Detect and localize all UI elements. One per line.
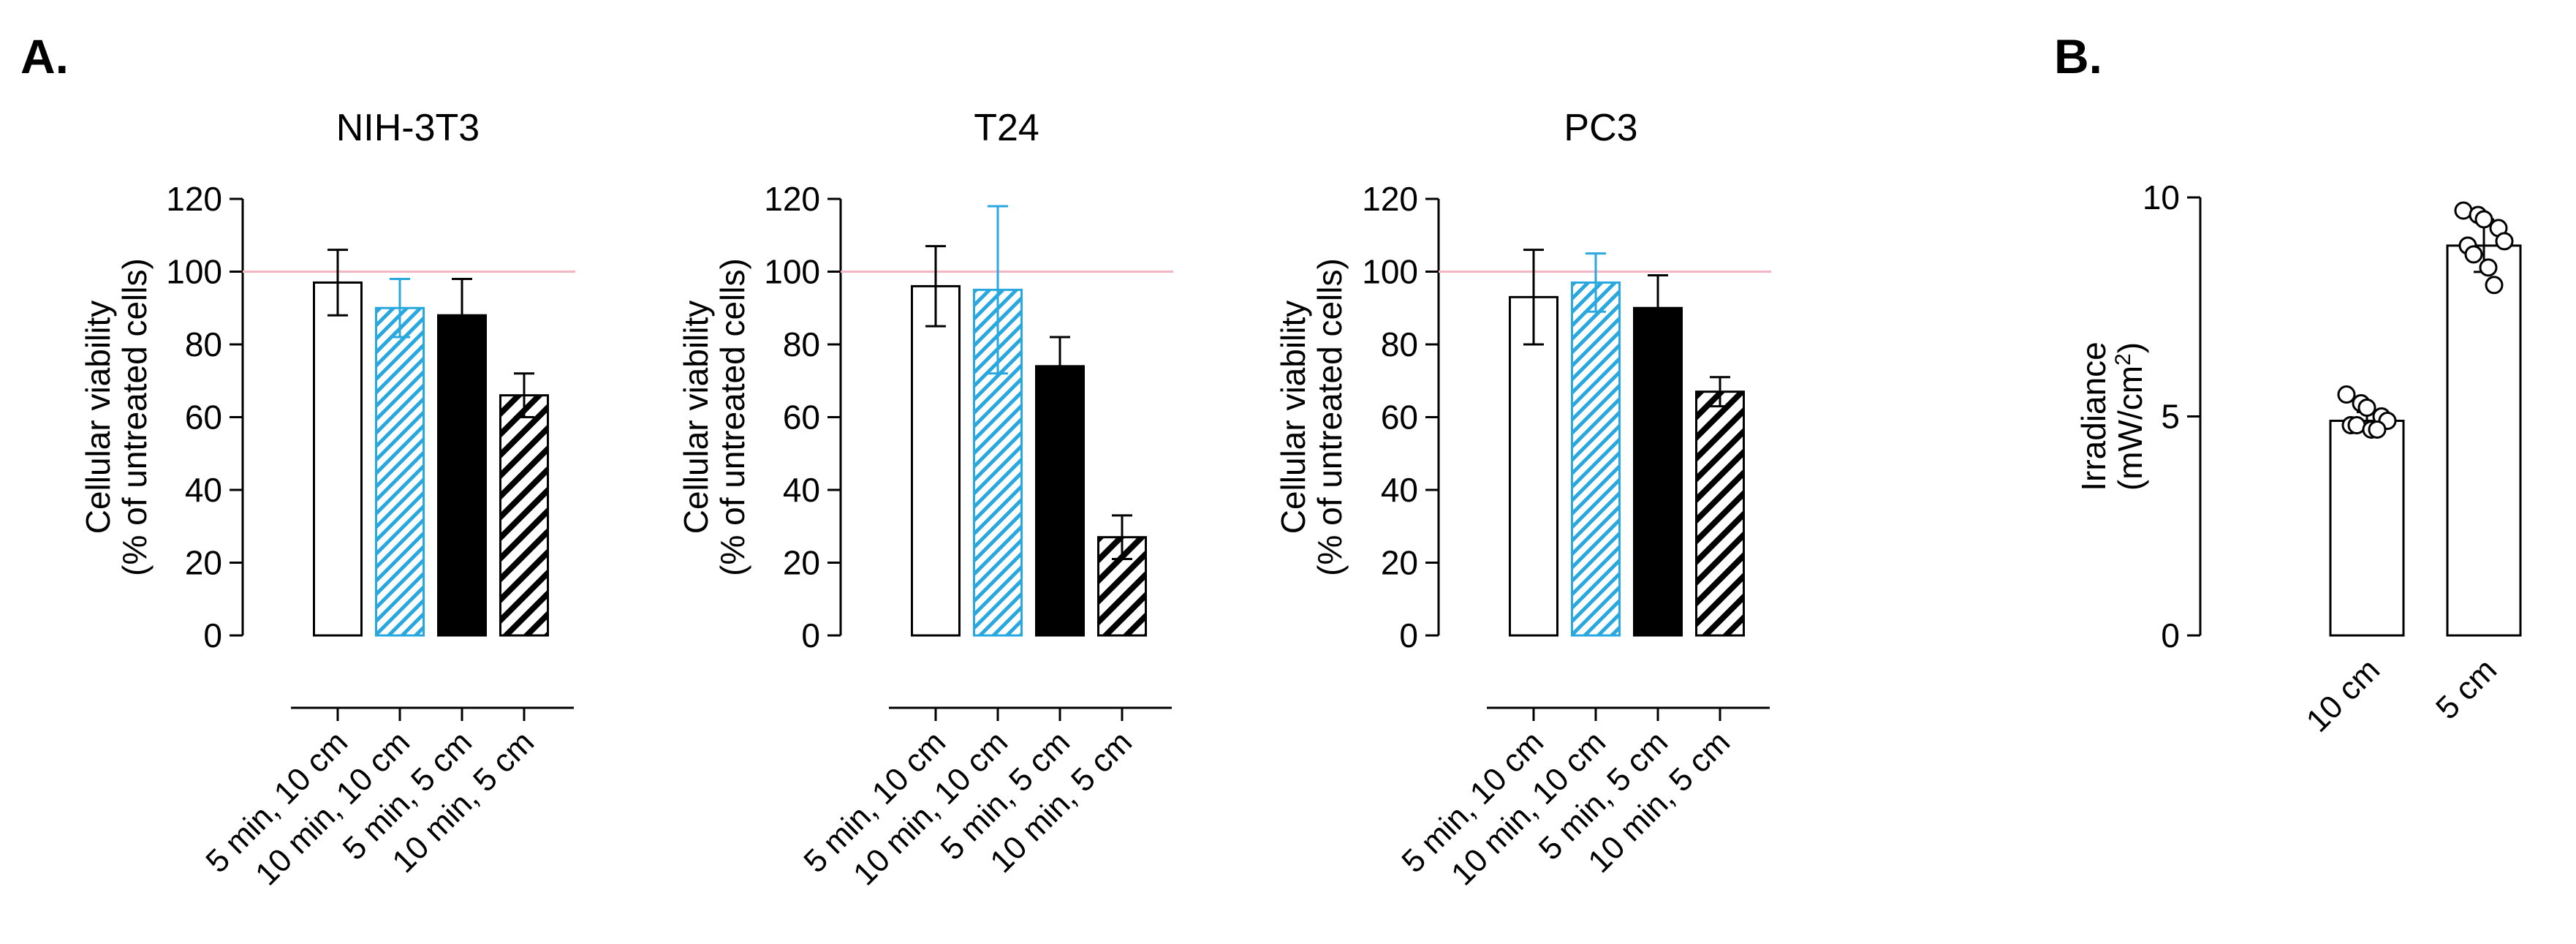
y-tick-label: 100 — [1362, 253, 1418, 291]
y-tick-label: 0 — [1399, 616, 1418, 654]
y-tick-label: 20 — [783, 544, 820, 582]
x-tick-label: 10 cm — [2300, 652, 2387, 739]
y-tick-label: 120 — [764, 180, 820, 218]
y-tick-label: 20 — [1381, 544, 1418, 582]
y-axis-label-line: (% of untreated cells) — [115, 258, 154, 576]
y-tick-label: 100 — [166, 253, 222, 291]
y-tick-label: 120 — [1362, 180, 1418, 218]
y-tick-label: 10 — [2143, 178, 2180, 216]
y-tick-label: 5 — [2161, 398, 2180, 436]
y-tick-label: 100 — [764, 253, 820, 291]
y-axis-label-line: Cellular viability — [79, 301, 117, 535]
data-point — [2474, 210, 2493, 229]
chart-title: T24 — [974, 107, 1039, 149]
bar — [1633, 306, 1683, 637]
y-tick-label: 120 — [166, 180, 222, 218]
bar — [375, 306, 425, 637]
y-tick-label: 0 — [801, 616, 820, 654]
bar — [1035, 365, 1085, 637]
y-axis-label: Irradiance(mW/cm2) — [2075, 341, 2149, 491]
data-point — [2464, 245, 2483, 264]
superscript: 2 — [2111, 353, 2135, 366]
bar — [1695, 390, 1745, 637]
bar — [2329, 419, 2405, 637]
chart-t24: T24 Cellular viability(% of untreated cel… — [677, 107, 1173, 892]
y-tick-label: 40 — [185, 471, 222, 509]
y-tick-label: 60 — [783, 399, 820, 437]
bar — [1097, 536, 1147, 637]
chart-pc3: PC3 Cellular viability(% of untreated cel… — [1274, 107, 1771, 892]
data-point — [2479, 258, 2498, 277]
y-tick-label: 0 — [2161, 616, 2180, 654]
y-axis-label-line: Irradiance — [2075, 341, 2113, 491]
data-point — [2357, 399, 2376, 418]
y-tick-label: 0 — [203, 616, 222, 654]
chart-nih-3t3: NIH-3T3 Cellular viability(% of untreated… — [79, 107, 575, 892]
panel-label-a: A. — [20, 29, 69, 83]
panel-label-b: B. — [2054, 29, 2102, 83]
y-axis-label: Cellular viability(% of untreated cells) — [1274, 258, 1349, 576]
y-axis-label: Cellular viability(% of untreated cells) — [677, 258, 751, 576]
y-tick-label: 40 — [783, 471, 820, 509]
bar — [313, 281, 363, 637]
chart-title: NIH-3T3 — [336, 107, 480, 149]
y-axis-label-line: (mW/cm2) — [2111, 342, 2150, 491]
bar — [911, 284, 961, 637]
data-point — [2337, 385, 2356, 404]
bar — [1571, 281, 1621, 637]
y-axis-label-line: (% of untreated cells) — [1311, 258, 1349, 576]
bar — [2446, 244, 2522, 637]
chart-irradiance: Irradiance(mW/cm2) 0 5 10 10 cm 5 cm — [2075, 178, 2522, 739]
bar — [437, 314, 487, 637]
y-axis-label: Cellular viability(% of untreated cells) — [79, 258, 154, 576]
y-axis-label-line: Cellular viability — [677, 301, 715, 535]
y-tick-label: 60 — [1381, 399, 1418, 437]
y-tick-label: 80 — [1381, 325, 1418, 363]
data-point — [2495, 232, 2514, 251]
x-tick-label: 5 cm — [2429, 652, 2504, 726]
y-axis-label-line: Cellular viability — [1274, 301, 1312, 535]
y-tick-label: 80 — [185, 325, 222, 363]
y-tick-label: 20 — [185, 544, 222, 582]
y-axis-label-line: (% of untreated cells) — [713, 258, 751, 576]
y-tick-label: 60 — [185, 399, 222, 437]
chart-title: PC3 — [1564, 107, 1637, 149]
bar — [1509, 295, 1558, 637]
data-point — [2485, 276, 2504, 295]
data-point — [2368, 420, 2387, 439]
y-tick-label: 40 — [1381, 471, 1418, 509]
bar — [499, 394, 549, 637]
y-tick-label: 80 — [783, 325, 820, 363]
